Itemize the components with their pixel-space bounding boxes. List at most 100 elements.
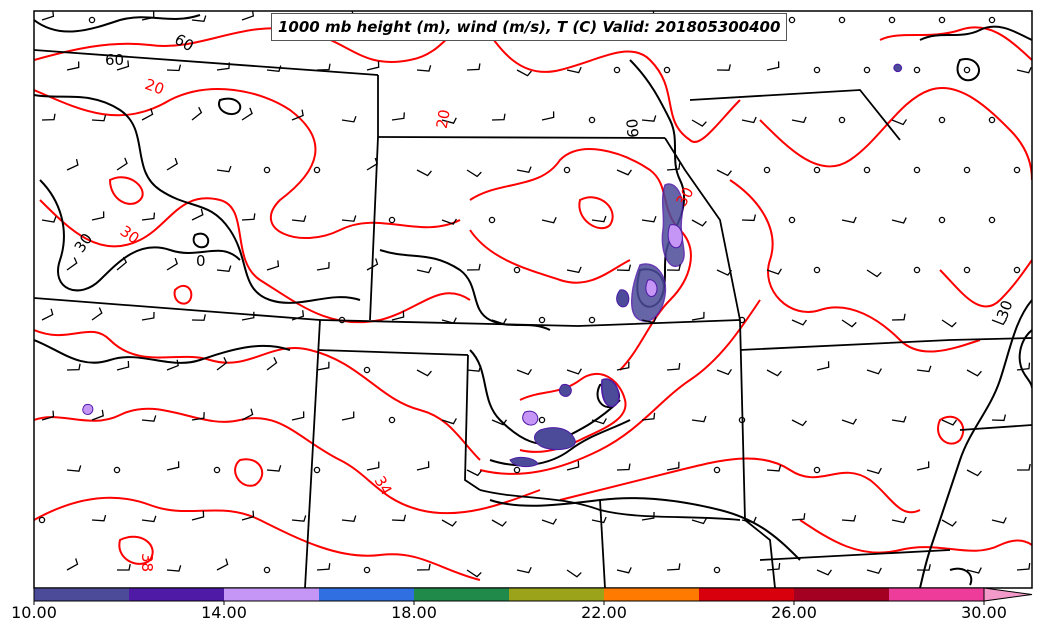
wind-barb-icon xyxy=(991,414,1007,422)
wind-barb-icon xyxy=(566,66,582,74)
map-title: 1000 mb height (m), wind (m/s), T (C) Va… xyxy=(271,13,788,41)
temperature-label: 38 xyxy=(138,553,156,572)
calm-circle-icon xyxy=(263,566,271,574)
wind-barb-icon xyxy=(891,313,906,321)
wind-barb-icon xyxy=(541,111,555,121)
wind-barb-icon xyxy=(491,519,507,527)
wind-barb-icon xyxy=(241,408,254,421)
calm-circle-icon xyxy=(988,16,996,24)
wind-barb-icon xyxy=(191,510,205,521)
wind-barb-icon xyxy=(416,65,432,72)
colorbar-bin xyxy=(604,588,699,601)
colorbar xyxy=(33,587,1033,605)
calm-circle-icon xyxy=(738,416,746,424)
wind-barb-icon xyxy=(841,216,857,224)
wind-barb-icon xyxy=(191,15,207,22)
wind-barb-icon xyxy=(266,465,282,472)
wind-barb-icon xyxy=(266,260,280,271)
wind-barb-icon xyxy=(891,217,907,224)
wind-barb-icon xyxy=(541,518,557,525)
wind-barb-icon xyxy=(191,412,205,421)
wind-barb-icon xyxy=(941,319,957,328)
wind-barb-icon xyxy=(116,157,128,171)
wind-barb-icon xyxy=(666,163,681,171)
wind-barb-icon xyxy=(766,268,782,275)
calm-circle-icon xyxy=(513,466,521,474)
wind-barb-icon xyxy=(641,215,657,223)
wind-barb-icon xyxy=(66,363,81,371)
wind-barb-icon xyxy=(666,264,681,271)
colorbar-tick-label: 22.00 xyxy=(581,603,627,622)
colorbar-bin xyxy=(509,588,604,601)
wind-barb-icon xyxy=(716,368,732,376)
wind-barb-icon xyxy=(891,516,907,524)
wind-barb-icon xyxy=(416,563,431,571)
calm-circle-icon xyxy=(1013,266,1021,274)
wind-barb-icon xyxy=(591,215,607,223)
wind-barb-icon xyxy=(516,166,532,173)
wind-barb-icon xyxy=(316,361,330,371)
wind-barb-icon xyxy=(216,558,229,571)
wind-barb-icon xyxy=(291,411,305,421)
wind-barb-icon xyxy=(341,115,357,123)
wind-barb-icon xyxy=(466,263,481,271)
calm-circle-icon xyxy=(113,466,121,474)
wind-barb-icon xyxy=(916,461,930,471)
colorbar-tick-label: 18.00 xyxy=(391,603,437,622)
wind-barb-icon xyxy=(91,409,104,421)
calm-circle-icon xyxy=(838,116,846,124)
wind-barb-icon xyxy=(691,517,707,525)
calm-circle-icon xyxy=(913,266,921,274)
colorbar-tick-label: 30.00 xyxy=(961,603,1007,622)
wind-barb-icon xyxy=(441,519,457,527)
calm-circle-icon xyxy=(588,116,596,124)
wind-barb-icon xyxy=(866,368,882,375)
wind-barb-icon xyxy=(441,117,457,124)
wind-barb-icon xyxy=(741,516,757,524)
wind-barb-icon xyxy=(416,169,432,177)
wind-barb-icon xyxy=(291,515,307,522)
wind-barb-icon xyxy=(991,517,1007,524)
wind-barb-icon xyxy=(141,11,155,21)
wind-barb-icon xyxy=(566,460,580,471)
wind-barb-icon xyxy=(991,318,1007,326)
wind-barb-icon xyxy=(866,269,882,278)
wind-barb-icon xyxy=(41,308,54,321)
wind-barb-icon xyxy=(616,567,632,574)
calm-circle-icon xyxy=(363,566,371,574)
calm-circle-icon xyxy=(788,216,796,224)
wind-barb-icon xyxy=(466,569,482,578)
calm-circle-icon xyxy=(213,466,221,474)
wind-barb-icon xyxy=(766,562,781,571)
colorbar-bin xyxy=(699,588,794,601)
wind-barb-icon xyxy=(641,316,657,324)
calm-circle-icon xyxy=(313,166,321,174)
wind-barb-icon xyxy=(1016,463,1031,471)
wind-barb-icon xyxy=(166,565,182,572)
calm-circle-icon xyxy=(488,216,496,224)
wind-barb-icon xyxy=(291,109,304,121)
wind-barb-icon xyxy=(716,169,732,177)
wind-barb-icon xyxy=(116,256,128,271)
height-label: 60 xyxy=(105,51,124,69)
calm-circle-icon xyxy=(988,116,996,124)
wind-barb-icon xyxy=(266,65,282,72)
wind-barb-icon xyxy=(566,368,582,375)
wind-barb-icon xyxy=(41,410,55,421)
wind-barb-icon xyxy=(116,563,131,571)
wind-barb-icon xyxy=(316,63,331,71)
wind-barb-icon xyxy=(341,215,357,222)
calm-circle-icon xyxy=(938,116,946,124)
wind-barb-icon xyxy=(741,214,757,222)
wind-barb-icon xyxy=(966,369,982,377)
height-label: 30 xyxy=(993,298,1016,322)
state-boundaries xyxy=(34,49,1032,588)
wind-barb-icon xyxy=(791,319,807,326)
wind-barb-icon xyxy=(466,469,482,477)
wind-barb-icon xyxy=(616,361,630,371)
wind-barb-icon xyxy=(891,119,907,126)
wind-barb-icon xyxy=(141,311,155,321)
wind-barb-icon xyxy=(141,212,156,221)
